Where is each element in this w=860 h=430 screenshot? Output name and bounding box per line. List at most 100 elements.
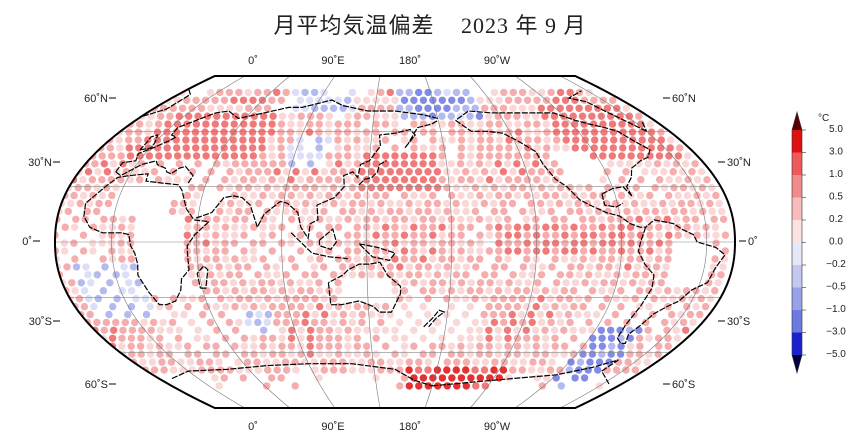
- anomaly-dot: [344, 192, 351, 199]
- anomaly-dot: [608, 255, 615, 262]
- anomaly-dot: [387, 184, 394, 191]
- anomaly-dot: [71, 224, 78, 231]
- anomaly-dot: [326, 113, 333, 120]
- anomaly-dot: [443, 105, 450, 112]
- anomaly-dot: [236, 105, 243, 112]
- anomaly-dot: [127, 232, 134, 239]
- anomaly-dot: [598, 287, 605, 294]
- anomaly-dot: [457, 287, 464, 294]
- anomaly-dot: [429, 327, 436, 334]
- anomaly-dot: [661, 184, 668, 191]
- anomaly-dot: [495, 327, 502, 334]
- anomaly-dot: [504, 224, 511, 231]
- anomaly-dot: [466, 216, 473, 223]
- anomaly-dot: [235, 271, 242, 278]
- anomaly-dot: [420, 287, 427, 294]
- anomaly-dot: [373, 160, 380, 167]
- anomaly-dot: [648, 279, 655, 286]
- anomaly-dot: [373, 255, 380, 262]
- anomaly-dot: [240, 97, 247, 104]
- anomaly-dot: [297, 176, 304, 183]
- anomaly-dot: [476, 216, 483, 223]
- anomaly-dot: [306, 279, 313, 286]
- anomaly-dot: [146, 152, 153, 159]
- anomaly-dot: [538, 105, 545, 112]
- anomaly-dot: [259, 232, 266, 239]
- anomaly-dot: [471, 200, 478, 207]
- anomaly-dot: [505, 97, 512, 104]
- anomaly-dot: [627, 343, 634, 350]
- anomaly-dot: [524, 176, 531, 183]
- left-lat-label: 30˚N: [28, 157, 52, 169]
- anomaly-dot: [576, 271, 583, 278]
- anomaly-dot: [420, 128, 427, 135]
- anomaly-dot: [406, 208, 413, 215]
- anomaly-dot: [155, 120, 162, 127]
- anomaly-dot: [260, 303, 267, 310]
- anomaly-dot: [529, 319, 536, 326]
- anomaly-dot: [249, 97, 256, 104]
- anomaly-dot: [382, 97, 389, 104]
- anomaly-dot: [326, 327, 333, 334]
- anomaly-dot: [344, 303, 351, 310]
- anomaly-dot: [264, 295, 271, 302]
- anomaly-dot: [325, 239, 332, 246]
- anomaly-dot: [627, 152, 634, 159]
- anomaly-dot: [622, 295, 629, 302]
- anomaly-dot: [538, 89, 545, 96]
- anomaly-dot: [444, 263, 451, 270]
- anomaly-dot: [476, 120, 483, 127]
- anomaly-dot: [515, 279, 522, 286]
- top-lon-label: 180˚: [399, 55, 421, 67]
- anomaly-dot: [220, 136, 227, 143]
- anomaly-dot: [581, 144, 588, 151]
- anomaly-dot: [607, 160, 614, 167]
- anomaly-dot: [320, 263, 327, 270]
- anomaly-dot: [206, 358, 213, 365]
- anomaly-dot: [566, 105, 573, 112]
- anomaly-dot: [617, 303, 624, 310]
- anomaly-dot: [490, 366, 497, 373]
- anomaly-dot: [639, 136, 646, 143]
- anomaly-dot: [590, 232, 597, 239]
- anomaly-dot: [334, 144, 341, 151]
- anomaly-dot: [453, 319, 460, 326]
- anomaly-dot: [306, 192, 313, 199]
- anomaly-dot: [509, 311, 516, 318]
- anomaly-dot: [646, 255, 653, 262]
- anomaly-dot: [292, 366, 299, 373]
- anomaly-dot: [718, 208, 725, 215]
- anomaly-dot: [476, 152, 483, 159]
- anomaly-dot: [173, 144, 180, 151]
- anomaly-dot: [164, 176, 171, 183]
- anomaly-dot: [543, 144, 550, 151]
- anomaly-dot: [372, 136, 379, 143]
- anomaly-dot: [119, 160, 126, 167]
- colorbar-swatch: [792, 175, 802, 198]
- anomaly-dot: [94, 168, 101, 175]
- anomaly-dot: [683, 224, 690, 231]
- anomaly-dot: [235, 184, 242, 191]
- anomaly-dot: [415, 200, 422, 207]
- anomaly-dot: [664, 287, 671, 294]
- anomaly-dot: [562, 128, 569, 135]
- anomaly-dot: [212, 247, 219, 254]
- anomaly-dot: [495, 152, 502, 159]
- anomaly-dot: [593, 200, 600, 207]
- anomaly-dot: [335, 216, 342, 223]
- anomaly-dot: [500, 208, 507, 215]
- anomaly-dot: [89, 176, 96, 183]
- anomaly-dot: [555, 311, 562, 318]
- anomaly-dot: [387, 208, 394, 215]
- anomaly-dot: [563, 136, 570, 143]
- anomaly-dot: [514, 224, 521, 231]
- anomaly-dot: [513, 327, 520, 334]
- anomaly-dot: [682, 327, 689, 334]
- anomaly-dot: [163, 128, 170, 135]
- anomaly-dot: [241, 303, 248, 310]
- anomaly-dot: [301, 89, 308, 96]
- anomaly-dot: [509, 366, 516, 373]
- anomaly-dot: [410, 327, 417, 334]
- anomaly-dot: [406, 184, 413, 191]
- anomaly-dot: [551, 216, 558, 223]
